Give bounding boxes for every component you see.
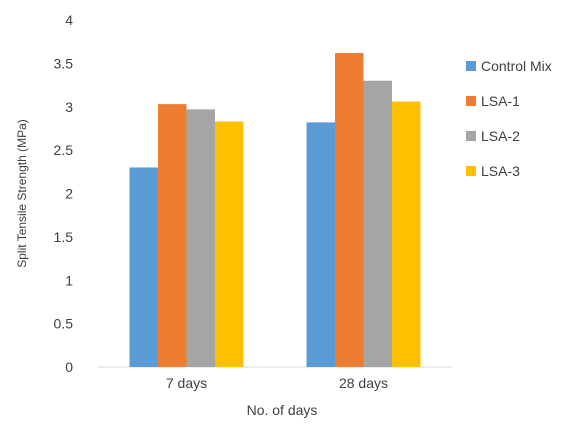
legend-label: LSA-1 [481, 93, 520, 109]
bars [129, 52, 421, 368]
bar-lsa-2-28-days [363, 80, 392, 367]
y-tick-label: 1 [65, 272, 73, 288]
y-tick-label: 0 [65, 359, 73, 375]
x-tick-label: 28 days [339, 375, 388, 391]
y-tick-label: 0.5 [54, 316, 74, 332]
x-tick-label: 7 days [166, 375, 207, 391]
bar-lsa-2-7-days [186, 109, 215, 367]
legend-label: LSA-3 [481, 163, 520, 179]
legend-swatch [466, 131, 476, 141]
bar-control-mix-7-days [129, 167, 158, 367]
legend-label: Control Mix [481, 58, 552, 74]
y-tick-label: 1.5 [54, 229, 74, 245]
x-axis-ticks: 7 days 28 days [166, 375, 388, 391]
y-tick-label: 2.5 [54, 142, 74, 158]
legend-swatch [466, 96, 476, 106]
legend-label: LSA-2 [481, 128, 520, 144]
bar-lsa-1-28-days [335, 52, 364, 368]
y-tick-label: 2 [65, 186, 73, 202]
bar-lsa-3-28-days [392, 101, 421, 368]
bar-lsa-1-7-days [158, 104, 187, 368]
bar-lsa-3-7-days [215, 121, 244, 367]
legend-swatch [466, 61, 476, 71]
legend: Control Mix LSA-1 LSA-2 LSA-3 [466, 58, 552, 179]
bar-control-mix-28-days [306, 122, 335, 368]
y-axis-title: Split Tensile Strength (MPa) [15, 119, 29, 268]
y-tick-label: 4 [65, 12, 73, 28]
y-tick-label: 3.5 [54, 55, 74, 71]
legend-swatch [466, 166, 476, 176]
y-axis-ticks: 0 0.5 1 1.5 2 2.5 3 3.5 4 [54, 12, 74, 375]
x-axis-title: No. of days [247, 402, 318, 418]
y-tick-label: 3 [65, 99, 73, 115]
